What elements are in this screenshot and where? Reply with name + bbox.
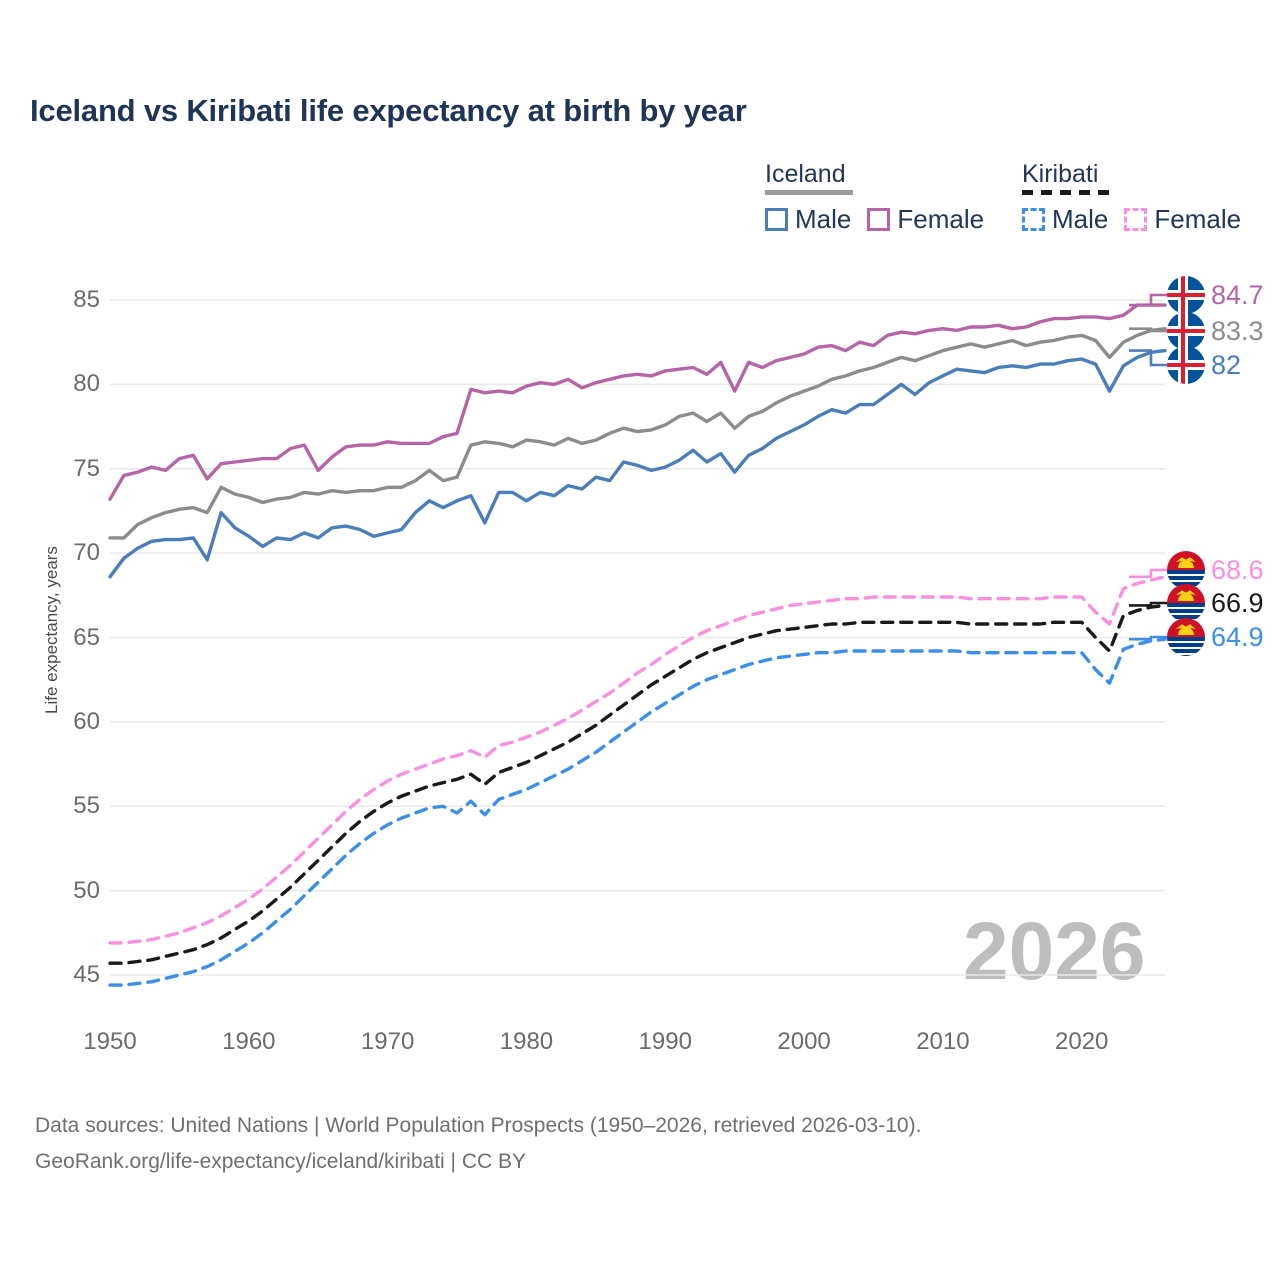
x-tick-1990: 1990 [638, 1028, 692, 1055]
series-line-kiribati-female [108, 575, 1167, 945]
leader-line-66.9 [1129, 601, 1167, 607]
end-label-iceland-male: 82 [1167, 346, 1241, 384]
x-tick-1970: 1970 [360, 1028, 415, 1055]
x-tick-1980: 1980 [499, 1028, 554, 1055]
legend-label-kiribati-female: Female [1154, 204, 1242, 234]
series-line-iceland-total [108, 327, 1167, 540]
leader-line-83.3 [1129, 327, 1167, 333]
end-label-value: 66.9 [1211, 587, 1264, 618]
legend-item-kiribati-male[interactable]: Male [1022, 204, 1108, 235]
legend-rule-iceland [765, 190, 853, 195]
legend-label-iceland-male: Male [795, 204, 852, 234]
kiribati-flag-icon [1167, 618, 1205, 656]
legend-label-iceland-female: Female [897, 204, 985, 234]
y-tick-60: 60 [73, 707, 100, 735]
legend-swatch-iceland-male [765, 208, 788, 231]
series-line-kiribati-total [108, 603, 1167, 965]
legend-item-iceland-male[interactable]: Male [765, 204, 851, 235]
leader-line-84.7 [1129, 293, 1167, 307]
y-tick-85: 85 [73, 286, 100, 313]
legend-label-kiribati-male: Male [1052, 204, 1109, 234]
iceland-flag-icon [1167, 312, 1205, 350]
y-tick-70: 70 [73, 539, 100, 567]
end-label-value: 64.9 [1211, 621, 1264, 652]
end-label-value: 83.3 [1211, 315, 1264, 346]
footer-line-2: GeoRank.org/life-expectancy/iceland/kiri… [35, 1150, 527, 1173]
leader-line-68.6 [1129, 568, 1167, 579]
end-label-iceland-female: 84.7 [1167, 276, 1264, 314]
page-title: Iceland vs Kiribati life expectancy at b… [30, 93, 747, 128]
end-label-kiribati-male: 64.9 [1167, 618, 1264, 656]
year-watermark: 2026 [963, 906, 1146, 997]
y-tick-55: 55 [73, 792, 100, 820]
legend-country-kiribati: Kiribati [1022, 160, 1099, 188]
legend-item-iceland-female[interactable]: Female [867, 204, 984, 235]
series-line-iceland-female [108, 303, 1167, 501]
x-tick-2000: 2000 [777, 1028, 831, 1055]
y-axis-ticks: 45 50 55 60 65 70 75 80 85 [40, 0, 100, 1280]
legend-item-kiribati-female[interactable]: Female [1124, 204, 1241, 235]
legend-rule-kiribati [1022, 190, 1110, 195]
x-tick-2010: 2010 [916, 1028, 970, 1055]
legend-swatch-kiribati-male [1022, 208, 1045, 231]
end-label-kiribati-total: 66.9 [1167, 584, 1264, 622]
y-tick-50: 50 [73, 876, 100, 904]
legend-group-iceland: Iceland Male Female [765, 160, 984, 235]
leader-line-64.9 [1129, 635, 1167, 641]
y-tick-45: 45 [73, 961, 100, 988]
footer-credits: Data sources: United Nations | World Pop… [35, 1108, 921, 1180]
end-label-iceland-total: 83.3 [1167, 312, 1264, 350]
x-tick-1950: 1950 [83, 1028, 137, 1055]
leader-line-82 [1129, 349, 1167, 367]
y-tick-75: 75 [73, 454, 100, 482]
iceland-flag-icon [1167, 346, 1205, 384]
legend-country-iceland: Iceland [765, 160, 846, 188]
iceland-flag-icon [1167, 276, 1205, 314]
footer-line-1: Data sources: United Nations | World Pop… [35, 1114, 922, 1137]
legend-group-kiribati: Kiribati Male Female [1022, 160, 1241, 235]
end-label-value: 68.6 [1211, 554, 1264, 585]
y-tick-80: 80 [73, 370, 100, 398]
kiribati-flag-icon [1167, 584, 1205, 622]
x-tick-1960: 1960 [222, 1028, 276, 1055]
y-tick-65: 65 [73, 623, 100, 651]
legend-swatch-kiribati-female [1124, 208, 1148, 231]
chart-legend: Iceland Male Female Kiribati Male [760, 160, 1260, 245]
x-tick-2020: 2020 [1055, 1028, 1109, 1055]
series-line-kiribati-male [108, 637, 1167, 987]
series-line-iceland-male [108, 348, 1167, 579]
end-label-value: 84.7 [1211, 279, 1264, 310]
legend-swatch-iceland-female [867, 208, 891, 231]
end-label-value: 82 [1211, 349, 1242, 380]
end-label-kiribati-female: 68.6 [1167, 551, 1264, 589]
